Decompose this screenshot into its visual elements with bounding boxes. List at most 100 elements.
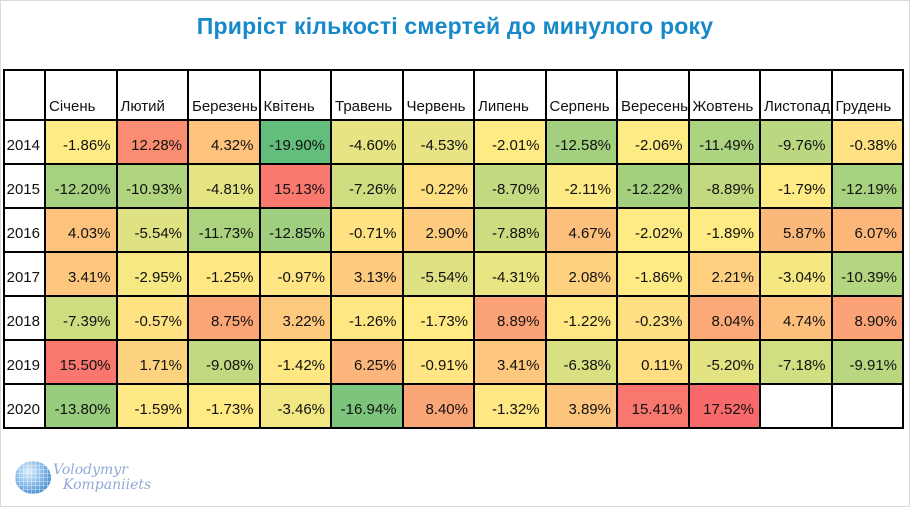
heatmap-table: Січень Лютий Березень Квітень Травень Червень… — [3, 69, 904, 429]
heatmap-cell: -11.49% — [687, 119, 761, 165]
heatmap-cell: -12.58% — [544, 119, 618, 165]
heatmap-cell: 3.41% — [44, 251, 118, 297]
heatmap-cell: -7.88% — [473, 207, 547, 253]
column-header-month-2: Лютий — [115, 69, 189, 121]
heatmap-cell: -4.81% — [187, 163, 261, 209]
heatmap-cell: 15.41% — [616, 383, 690, 429]
heatmap-cell: -1.25% — [187, 251, 261, 297]
heatmap-cell: -19.90% — [258, 119, 332, 165]
column-header-month-6: Червень — [401, 69, 475, 121]
column-header-month-11: Листопад — [759, 69, 833, 121]
heatmap-cell: 5.87% — [759, 207, 833, 253]
heatmap-cell: -1.73% — [401, 295, 475, 341]
heatmap-cell: -5.54% — [401, 251, 475, 297]
heatmap-cell: 6.25% — [330, 339, 404, 385]
heatmap-cell: -1.73% — [187, 383, 261, 429]
column-header-month-4: Квітень — [258, 69, 332, 121]
heatmap-cell: 3.22% — [258, 295, 332, 341]
column-header-month-10: Жовтень — [687, 69, 761, 121]
heatmap-cell: -2.01% — [473, 119, 547, 165]
heatmap-cell: -7.26% — [330, 163, 404, 209]
row-header-year: 2015 — [3, 163, 46, 209]
heatmap-cell: -1.86% — [616, 251, 690, 297]
heatmap-cell: -7.39% — [44, 295, 118, 341]
globe-icon — [15, 461, 51, 494]
heatmap-cell: -1.22% — [544, 295, 618, 341]
heatmap-cell: -12.19% — [830, 163, 904, 209]
table-row-2019: 2019 15.50% 1.71% -9.08% -1.42% 6.25% -0.91% 3.… — [3, 339, 904, 385]
heatmap-cell: -2.02% — [616, 207, 690, 253]
heatmap-cell: -8.70% — [473, 163, 547, 209]
heatmap-cell: 8.75% — [187, 295, 261, 341]
heatmap-cell: -12.22% — [616, 163, 690, 209]
row-header-year: 2016 — [3, 207, 46, 253]
heatmap-cell: -11.73% — [187, 207, 261, 253]
heatmap-cell: -1.89% — [687, 207, 761, 253]
heatmap-cell: -10.39% — [830, 251, 904, 297]
column-header-month-9: Вересень — [616, 69, 690, 121]
column-header-month-7: Липень — [473, 69, 547, 121]
heatmap-cell: 12.28% — [115, 119, 189, 165]
heatmap-cell: 3.89% — [544, 383, 618, 429]
heatmap-cell: 8.04% — [687, 295, 761, 341]
column-header-month-3: Березень — [187, 69, 261, 121]
heatmap-cell: -2.95% — [115, 251, 189, 297]
heatmap-cell: 8.90% — [830, 295, 904, 341]
heatmap-cell: -16.94% — [330, 383, 404, 429]
heatmap-cell: -12.85% — [258, 207, 332, 253]
heatmap-cell: -1.86% — [44, 119, 118, 165]
heatmap-cell: -5.20% — [687, 339, 761, 385]
heatmap-cell: 4.32% — [187, 119, 261, 165]
watermark-signature: Volodymyr Kompaniiets — [53, 461, 152, 493]
heatmap-cell: -5.54% — [115, 207, 189, 253]
heatmap-cell: -10.93% — [115, 163, 189, 209]
heatmap-cell: -9.91% — [830, 339, 904, 385]
row-header-year: 2019 — [3, 339, 46, 385]
heatmap-cell: 6.07% — [830, 207, 904, 253]
heatmap-cell: -4.60% — [330, 119, 404, 165]
heatmap-cell: -3.04% — [759, 251, 833, 297]
heatmap-cell: -13.80% — [44, 383, 118, 429]
corner-cell — [3, 69, 46, 121]
heatmap-cell: -8.89% — [687, 163, 761, 209]
heatmap-cell: -1.32% — [473, 383, 547, 429]
heatmap-cell: -1.59% — [115, 383, 189, 429]
row-header-year: 2017 — [3, 251, 46, 297]
table-row-2017: 2017 3.41% -2.95% -1.25% -0.97% 3.13% -5.54% -4… — [3, 251, 904, 297]
column-header-month-12: Грудень — [830, 69, 904, 121]
heatmap-cell: -9.08% — [187, 339, 261, 385]
heatmap-cell: 3.41% — [473, 339, 547, 385]
row-header-year: 2020 — [3, 383, 46, 429]
heatmap-cell: -4.53% — [401, 119, 475, 165]
heatmap-cell: 15.13% — [258, 163, 332, 209]
heatmap-cell: -1.42% — [258, 339, 332, 385]
heatmap-cell: -6.38% — [544, 339, 618, 385]
heatmap-cell: -4.31% — [473, 251, 547, 297]
heatmap-cell: -0.91% — [401, 339, 475, 385]
heatmap-cell: -0.22% — [401, 163, 475, 209]
table-row-2015: 2015 -12.20% -10.93% -4.81% 15.13% -7.26% -0.2… — [3, 163, 904, 209]
heatmap-cell — [830, 383, 904, 429]
heatmap-cell: -0.38% — [830, 119, 904, 165]
watermark-line1: Volodymyr — [53, 461, 128, 478]
column-header-month-8: Серпень — [544, 69, 618, 121]
heatmap-cell: 1.71% — [115, 339, 189, 385]
heatmap-cell: 15.50% — [44, 339, 118, 385]
heatmap-cell: 8.89% — [473, 295, 547, 341]
heatmap-cell: 4.74% — [759, 295, 833, 341]
column-header-month-1: Січень — [44, 69, 118, 121]
row-header-year: 2014 — [3, 119, 46, 165]
heatmap-cell: -7.18% — [759, 339, 833, 385]
heatmap-cell: -0.23% — [616, 295, 690, 341]
watermark-logo: Volodymyr Kompaniiets — [15, 461, 151, 494]
table-row-2016: 2016 4.03% -5.54% -11.73% -12.85% -0.71% 2.90%… — [3, 207, 904, 253]
heatmap-cell: -3.46% — [258, 383, 332, 429]
column-header-month-5: Травень — [330, 69, 404, 121]
heatmap-cell: 0.11% — [616, 339, 690, 385]
heatmap-cell: -1.26% — [330, 295, 404, 341]
watermark-line2: Kompaniiets — [63, 476, 152, 493]
heatmap-cell: -2.06% — [616, 119, 690, 165]
row-header-year: 2018 — [3, 295, 46, 341]
heatmap-cell: 17.52% — [687, 383, 761, 429]
